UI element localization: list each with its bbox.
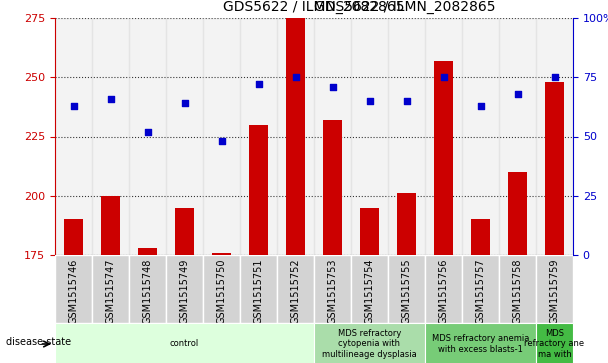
Bar [388, 18, 425, 255]
Bar [175, 208, 194, 363]
Text: GSM1515755: GSM1515755 [401, 258, 412, 324]
Bar [397, 193, 416, 363]
Point [69, 103, 78, 109]
Point [143, 129, 153, 135]
Text: GSM1515748: GSM1515748 [142, 258, 153, 324]
Bar [545, 82, 564, 363]
Bar [499, 255, 536, 323]
Text: GSM1515759: GSM1515759 [550, 258, 559, 324]
Text: GDS5622 / ILMN_2082865: GDS5622 / ILMN_2082865 [314, 0, 496, 14]
Text: control: control [170, 339, 199, 348]
Bar [166, 18, 203, 255]
Point [438, 74, 448, 80]
Point [106, 96, 116, 102]
Text: GSM1515753: GSM1515753 [328, 258, 337, 324]
Text: MDS refractory anemia
with excess blasts-1: MDS refractory anemia with excess blasts… [432, 334, 529, 354]
Bar [55, 255, 92, 323]
Bar [499, 18, 536, 255]
Bar [277, 255, 314, 323]
Point [328, 84, 337, 90]
Bar [92, 18, 129, 255]
Bar [536, 323, 573, 363]
Bar [361, 208, 379, 363]
Bar [425, 323, 536, 363]
Bar [471, 220, 490, 363]
Text: MDS
refractory ane
ma with: MDS refractory ane ma with [525, 329, 584, 359]
Text: GSM1515749: GSM1515749 [179, 258, 190, 324]
Text: GSM1515746: GSM1515746 [69, 258, 78, 324]
Bar [351, 255, 388, 323]
Text: disease state: disease state [5, 337, 71, 347]
Text: GSM1515751: GSM1515751 [254, 258, 263, 324]
Point [513, 91, 522, 97]
Bar [508, 172, 527, 363]
Point [550, 74, 559, 80]
Bar [462, 255, 499, 323]
Text: GSM1515757: GSM1515757 [475, 258, 486, 324]
Bar [388, 255, 425, 323]
Bar [536, 18, 573, 255]
Bar [277, 18, 314, 255]
Text: GSM1515758: GSM1515758 [513, 258, 522, 324]
Bar [55, 323, 314, 363]
Text: GSM1515747: GSM1515747 [106, 258, 116, 324]
Point [254, 81, 263, 87]
Bar [64, 220, 83, 363]
Bar [462, 18, 499, 255]
Bar [323, 120, 342, 363]
Bar [55, 18, 92, 255]
Bar [351, 18, 388, 255]
Point [179, 101, 189, 106]
Point [402, 98, 412, 104]
Bar [203, 255, 240, 323]
Bar [240, 255, 277, 323]
Bar [249, 125, 268, 363]
Bar [129, 255, 166, 323]
Point [291, 74, 300, 80]
Point [365, 98, 375, 104]
Text: GSM1515752: GSM1515752 [291, 258, 300, 324]
Bar [434, 61, 453, 363]
Bar [314, 255, 351, 323]
Bar [314, 323, 425, 363]
Bar [425, 255, 462, 323]
Bar [425, 18, 462, 255]
Bar [102, 196, 120, 363]
Bar [536, 255, 573, 323]
Bar [138, 248, 157, 363]
Bar [166, 255, 203, 323]
Bar [92, 255, 129, 323]
Bar [129, 18, 166, 255]
Bar [203, 18, 240, 255]
Bar [314, 18, 351, 255]
Bar [212, 253, 231, 363]
Text: GSM1515754: GSM1515754 [365, 258, 375, 324]
Bar [286, 18, 305, 363]
Bar [240, 18, 277, 255]
Point [216, 138, 226, 144]
Title: GDS5622 / ILMN_2082865: GDS5622 / ILMN_2082865 [223, 0, 405, 14]
Text: MDS refractory
cytopenia with
multilineage dysplasia: MDS refractory cytopenia with multilinea… [322, 329, 417, 359]
Point [475, 103, 485, 109]
Text: GSM1515756: GSM1515756 [438, 258, 449, 324]
Text: GSM1515750: GSM1515750 [216, 258, 227, 324]
